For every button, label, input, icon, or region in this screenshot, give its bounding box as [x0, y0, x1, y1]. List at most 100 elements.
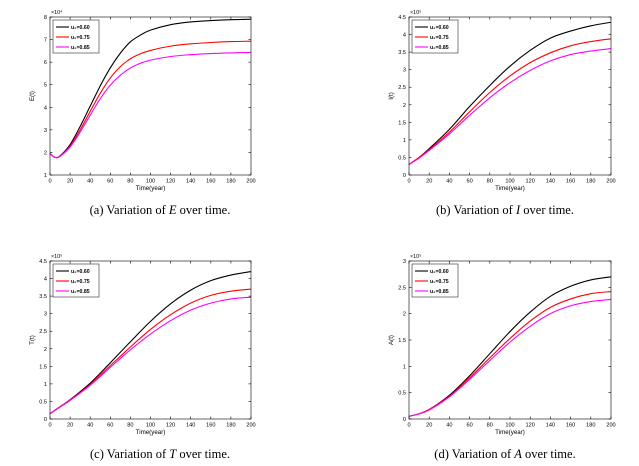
y-tick-label: 0.5 [39, 399, 47, 405]
x-tick-label: 160 [566, 179, 575, 185]
x-tick-label: 20 [426, 179, 432, 185]
legend: u₂=0.60 u₂=0.75 u₂=0.85 [411, 19, 459, 54]
x-axis-label: Time(year) [495, 429, 525, 436]
x-tick-label: 180 [586, 423, 595, 429]
legend: u₂=0.60 u₂=0.75 u₂=0.85 [52, 19, 100, 54]
x-tick-label: 40 [446, 423, 452, 429]
y-tick-label: 3.5 [398, 50, 406, 56]
x-tick-label: 40 [87, 423, 93, 429]
legend-label-3: u₂=0.85 [430, 289, 449, 295]
caption-suffix: over time. [176, 447, 231, 461]
y-tick-label: 3 [44, 128, 47, 134]
y-tick-label: 3 [403, 259, 406, 265]
series-line-2 [49, 40, 252, 159]
y-tick-label: 3 [403, 68, 406, 74]
x-tick-label: 20 [67, 179, 73, 185]
caption-suffix: over time. [520, 203, 574, 217]
chart-panel-t: 0 20 40 60 80 100 120 140 160 180 200 0 0.5 1 1.5 2 2.5 3… [29, 254, 256, 436]
y-tick-label: 1 [403, 138, 406, 144]
chart-panel-a: 0 20 40 60 80 100 120 140 160 180 200 0 0.5 1 1.5 2 2.5 3… [388, 254, 616, 436]
caption-prefix: (a) Variation of [89, 203, 169, 217]
x-tick-label: 200 [246, 423, 255, 429]
x-tick-label: 160 [566, 423, 575, 429]
series-line-3 [49, 51, 252, 159]
y-axis-label: A(t) [388, 335, 395, 345]
caption-variable: T [169, 447, 177, 461]
legend: u₂=0.60 u₂=0.75 u₂=0.85 [411, 263, 459, 298]
caption-a: (a) Variation of E over time. [60, 203, 260, 218]
x-axis-label: Time(year) [136, 185, 166, 192]
x-tick-label: 160 [206, 423, 215, 429]
x-tick-label: 40 [446, 179, 452, 185]
y-tick-label: 4.5 [398, 15, 406, 21]
legend-label-1: u₂=0.60 [430, 269, 449, 275]
x-tick-label: 140 [546, 423, 555, 429]
x-tick-label: 40 [87, 179, 93, 185]
x-tick-label: 60 [107, 179, 113, 185]
x-tick-label: 100 [505, 423, 514, 429]
y-tick-label: 2 [403, 312, 406, 318]
legend-label-2: u₂=0.75 [430, 279, 449, 285]
legend-label-1: u₂=0.60 [430, 25, 449, 31]
y-exponent-label: ×10⁵ [410, 10, 421, 16]
y-tick-label: 1.5 [398, 120, 406, 126]
x-tick-label: 0 [48, 423, 51, 429]
caption-suffix: over time. [521, 447, 576, 461]
y-exponent-label: ×10⁵ [410, 254, 421, 260]
x-tick-label: 60 [466, 179, 472, 185]
legend: u₂=0.60 u₂=0.75 u₂=0.85 [52, 263, 100, 298]
x-tick-label: 180 [226, 423, 235, 429]
x-tick-label: 0 [407, 179, 410, 185]
x-tick-label: 0 [407, 423, 410, 429]
x-tick-label: 60 [107, 423, 113, 429]
y-exponent-label: ×10⁵ [51, 254, 62, 260]
y-tick-label: 2.5 [398, 85, 406, 91]
y-tick-label: 1 [44, 173, 47, 179]
x-tick-label: 140 [186, 179, 195, 185]
series-line-1 [408, 276, 612, 417]
x-tick-label: 200 [246, 179, 255, 185]
x-tick-label: 80 [487, 423, 493, 429]
series-line-3 [408, 48, 612, 165]
legend-label-2: u₂=0.75 [71, 279, 90, 285]
y-tick-label: 2.5 [398, 285, 406, 291]
y-tick-label: 0 [44, 417, 47, 423]
chart-panel-e: 0 20 40 60 80 100 120 140 160 180 200 1 2 3 4 5 6 7 8 ×10⁴ T… [29, 10, 256, 192]
x-tick-label: 100 [146, 423, 155, 429]
y-tick-label: 8 [44, 15, 47, 21]
y-tick-label: 7 [44, 38, 47, 44]
series-line-1 [408, 21, 612, 165]
y-tick-label: 1.5 [398, 338, 406, 344]
y-tick-label: 4 [403, 33, 406, 39]
series-line-3 [49, 296, 252, 415]
x-tick-label: 140 [546, 179, 555, 185]
legend-label-1: u₂=0.60 [71, 25, 90, 31]
legend-label-3: u₂=0.85 [71, 289, 90, 295]
y-tick-label: 0 [403, 417, 406, 423]
x-tick-label: 100 [146, 179, 155, 185]
caption-suffix: over time. [176, 203, 231, 217]
chart-panel-i: 0 20 40 60 80 100 120 140 160 180 200 0 0.5 1 1.5 2 2.5 3… [388, 10, 616, 192]
y-tick-label: 0 [403, 173, 406, 179]
y-tick-label: 1 [403, 364, 406, 370]
legend-label-2: u₂=0.75 [430, 35, 449, 41]
x-tick-label: 160 [206, 179, 215, 185]
y-tick-label: 4.5 [39, 259, 47, 265]
y-exponent-label: ×10⁴ [51, 10, 63, 16]
x-tick-label: 120 [526, 179, 535, 185]
legend-label-3: u₂=0.85 [71, 45, 90, 51]
y-tick-label: 1 [44, 382, 47, 388]
y-tick-label: 6 [44, 60, 47, 66]
x-tick-label: 80 [127, 179, 133, 185]
x-tick-label: 200 [606, 423, 615, 429]
legend-label-3: u₂=0.85 [430, 45, 449, 51]
caption-prefix: (c) Variation of [89, 447, 170, 461]
series-line-2 [49, 288, 252, 415]
y-tick-label: 5 [44, 83, 47, 89]
x-tick-label: 0 [48, 179, 51, 185]
x-tick-label: 80 [127, 423, 133, 429]
x-axis-label: Time(year) [136, 429, 166, 436]
x-tick-label: 80 [487, 179, 493, 185]
y-tick-label: 2 [403, 103, 406, 109]
